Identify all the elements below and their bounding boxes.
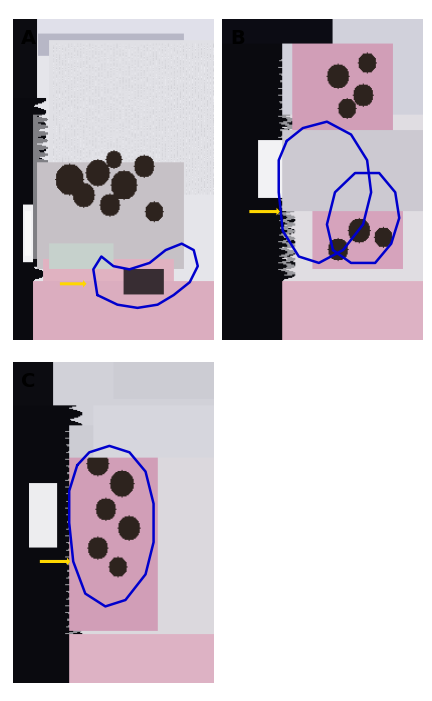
Text: C: C	[21, 372, 35, 391]
Text: A: A	[21, 29, 36, 48]
Text: B: B	[231, 29, 245, 48]
